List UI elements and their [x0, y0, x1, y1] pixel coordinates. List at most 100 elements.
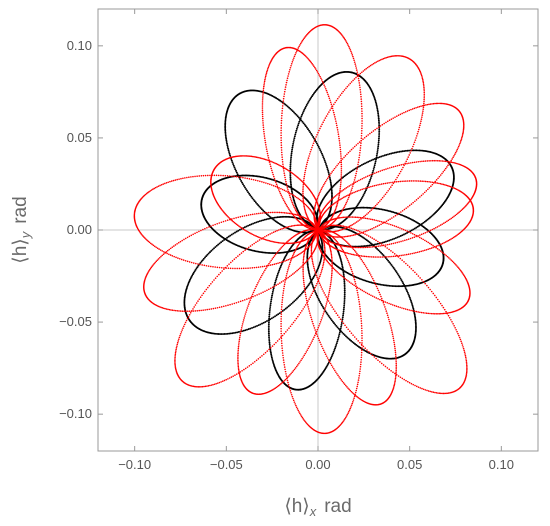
trajectory-point [281, 105, 284, 107]
trajectory-point [367, 134, 369, 136]
trajectory-point [276, 272, 279, 275]
trajectory-point [349, 191, 352, 193]
trajectory-point [324, 307, 327, 309]
trajectory-point [366, 175, 369, 178]
trajectory-point [293, 213, 295, 216]
trajectory-point [361, 107, 363, 110]
trajectory-point [413, 227, 416, 230]
trajectory-point [340, 322, 343, 324]
trajectory-point [419, 196, 421, 198]
trajectory-point [355, 144, 358, 146]
trajectory-point [207, 286, 209, 289]
trajectory-point [414, 200, 416, 203]
trajectory-point [403, 208, 406, 211]
trajectory-point [298, 267, 301, 270]
trajectory-point [166, 249, 169, 252]
trajectory-point [340, 174, 343, 176]
trajectory-point [291, 242, 293, 244]
trajectory-point [313, 65, 315, 68]
trajectory-point [287, 225, 290, 228]
trajectory-point [298, 411, 300, 413]
trajectory-point [424, 231, 427, 234]
trajectory-point [295, 113, 298, 116]
trajectory-point [352, 399, 355, 401]
trajectory-point [176, 310, 179, 312]
trajectory-point [314, 334, 316, 337]
trajectory-point [353, 182, 355, 184]
trajectory-point [213, 279, 215, 281]
trajectory-point [342, 314, 345, 317]
trajectory-point [358, 219, 361, 221]
trajectory-point [387, 189, 389, 192]
trajectory-point [366, 246, 369, 249]
trajectory-point [404, 287, 407, 289]
trajectory-point [208, 226, 210, 228]
trajectory-point [290, 392, 292, 394]
trajectory-point [361, 339, 363, 342]
trajectory-point [265, 148, 268, 150]
trajectory-point [288, 385, 290, 388]
trajectory-point [347, 196, 350, 199]
trajectory-point [303, 354, 306, 357]
trajectory-point [330, 256, 333, 259]
trajectory-point [249, 299, 252, 301]
trajectory-point [403, 164, 405, 167]
trajectory-point [336, 97, 339, 100]
trajectory-point [259, 356, 261, 359]
trajectory-point [376, 109, 379, 112]
trajectory-point [459, 142, 461, 145]
trajectory-point [280, 211, 283, 214]
trajectory-point [372, 62, 375, 65]
trajectory-point [309, 60, 312, 63]
trajectory-point [308, 298, 310, 300]
trajectory-point [353, 145, 356, 148]
trajectory-point [459, 210, 462, 213]
trajectory-point [455, 213, 458, 216]
trajectory-point [429, 103, 432, 105]
trajectory-point [168, 253, 170, 256]
trajectory-point [275, 284, 278, 287]
lobe [183, 215, 324, 336]
trajectory-point [284, 281, 286, 283]
trajectory-point [370, 159, 373, 162]
trajectory-point [334, 236, 336, 238]
trajectory-point [278, 187, 280, 189]
trajectory-point [231, 303, 233, 305]
trajectory-point [271, 290, 274, 293]
trajectory-point [280, 146, 283, 149]
trajectory-point [357, 381, 359, 384]
trajectory-point [385, 220, 388, 223]
trajectory-point [232, 375, 234, 377]
trajectory-point [275, 211, 277, 214]
trajectory-point [295, 50, 298, 52]
trajectory-point [392, 266, 395, 269]
trajectory-point [292, 254, 294, 257]
trajectory-point [289, 68, 291, 71]
trajectory-point [321, 80, 324, 83]
trajectory-point [224, 126, 227, 129]
trajectory-point [155, 246, 157, 249]
trajectory-point [281, 296, 284, 299]
trajectory-point [406, 291, 409, 294]
trajectory-point [322, 313, 325, 315]
trajectory-point [303, 173, 306, 176]
trajectory-point [216, 275, 219, 278]
trajectory-point [392, 165, 395, 168]
trajectory-point [367, 160, 370, 163]
trajectory-point [411, 304, 414, 307]
trajectory-point [306, 285, 309, 288]
trajectory-point [280, 117, 283, 119]
trajectory-point [280, 194, 283, 196]
trajectory-point [262, 119, 264, 122]
trajectory-point [358, 303, 361, 305]
trajectory-point [265, 182, 267, 184]
trajectory-point [437, 177, 439, 180]
trajectory-point [228, 175, 231, 177]
trajectory-point [361, 112, 363, 115]
trajectory-point [269, 346, 272, 349]
trajectory-point [303, 204, 305, 206]
trajectory-point [462, 207, 465, 209]
trajectory-point [293, 272, 296, 274]
trajectory-point [277, 313, 280, 316]
trajectory-point [307, 159, 309, 161]
